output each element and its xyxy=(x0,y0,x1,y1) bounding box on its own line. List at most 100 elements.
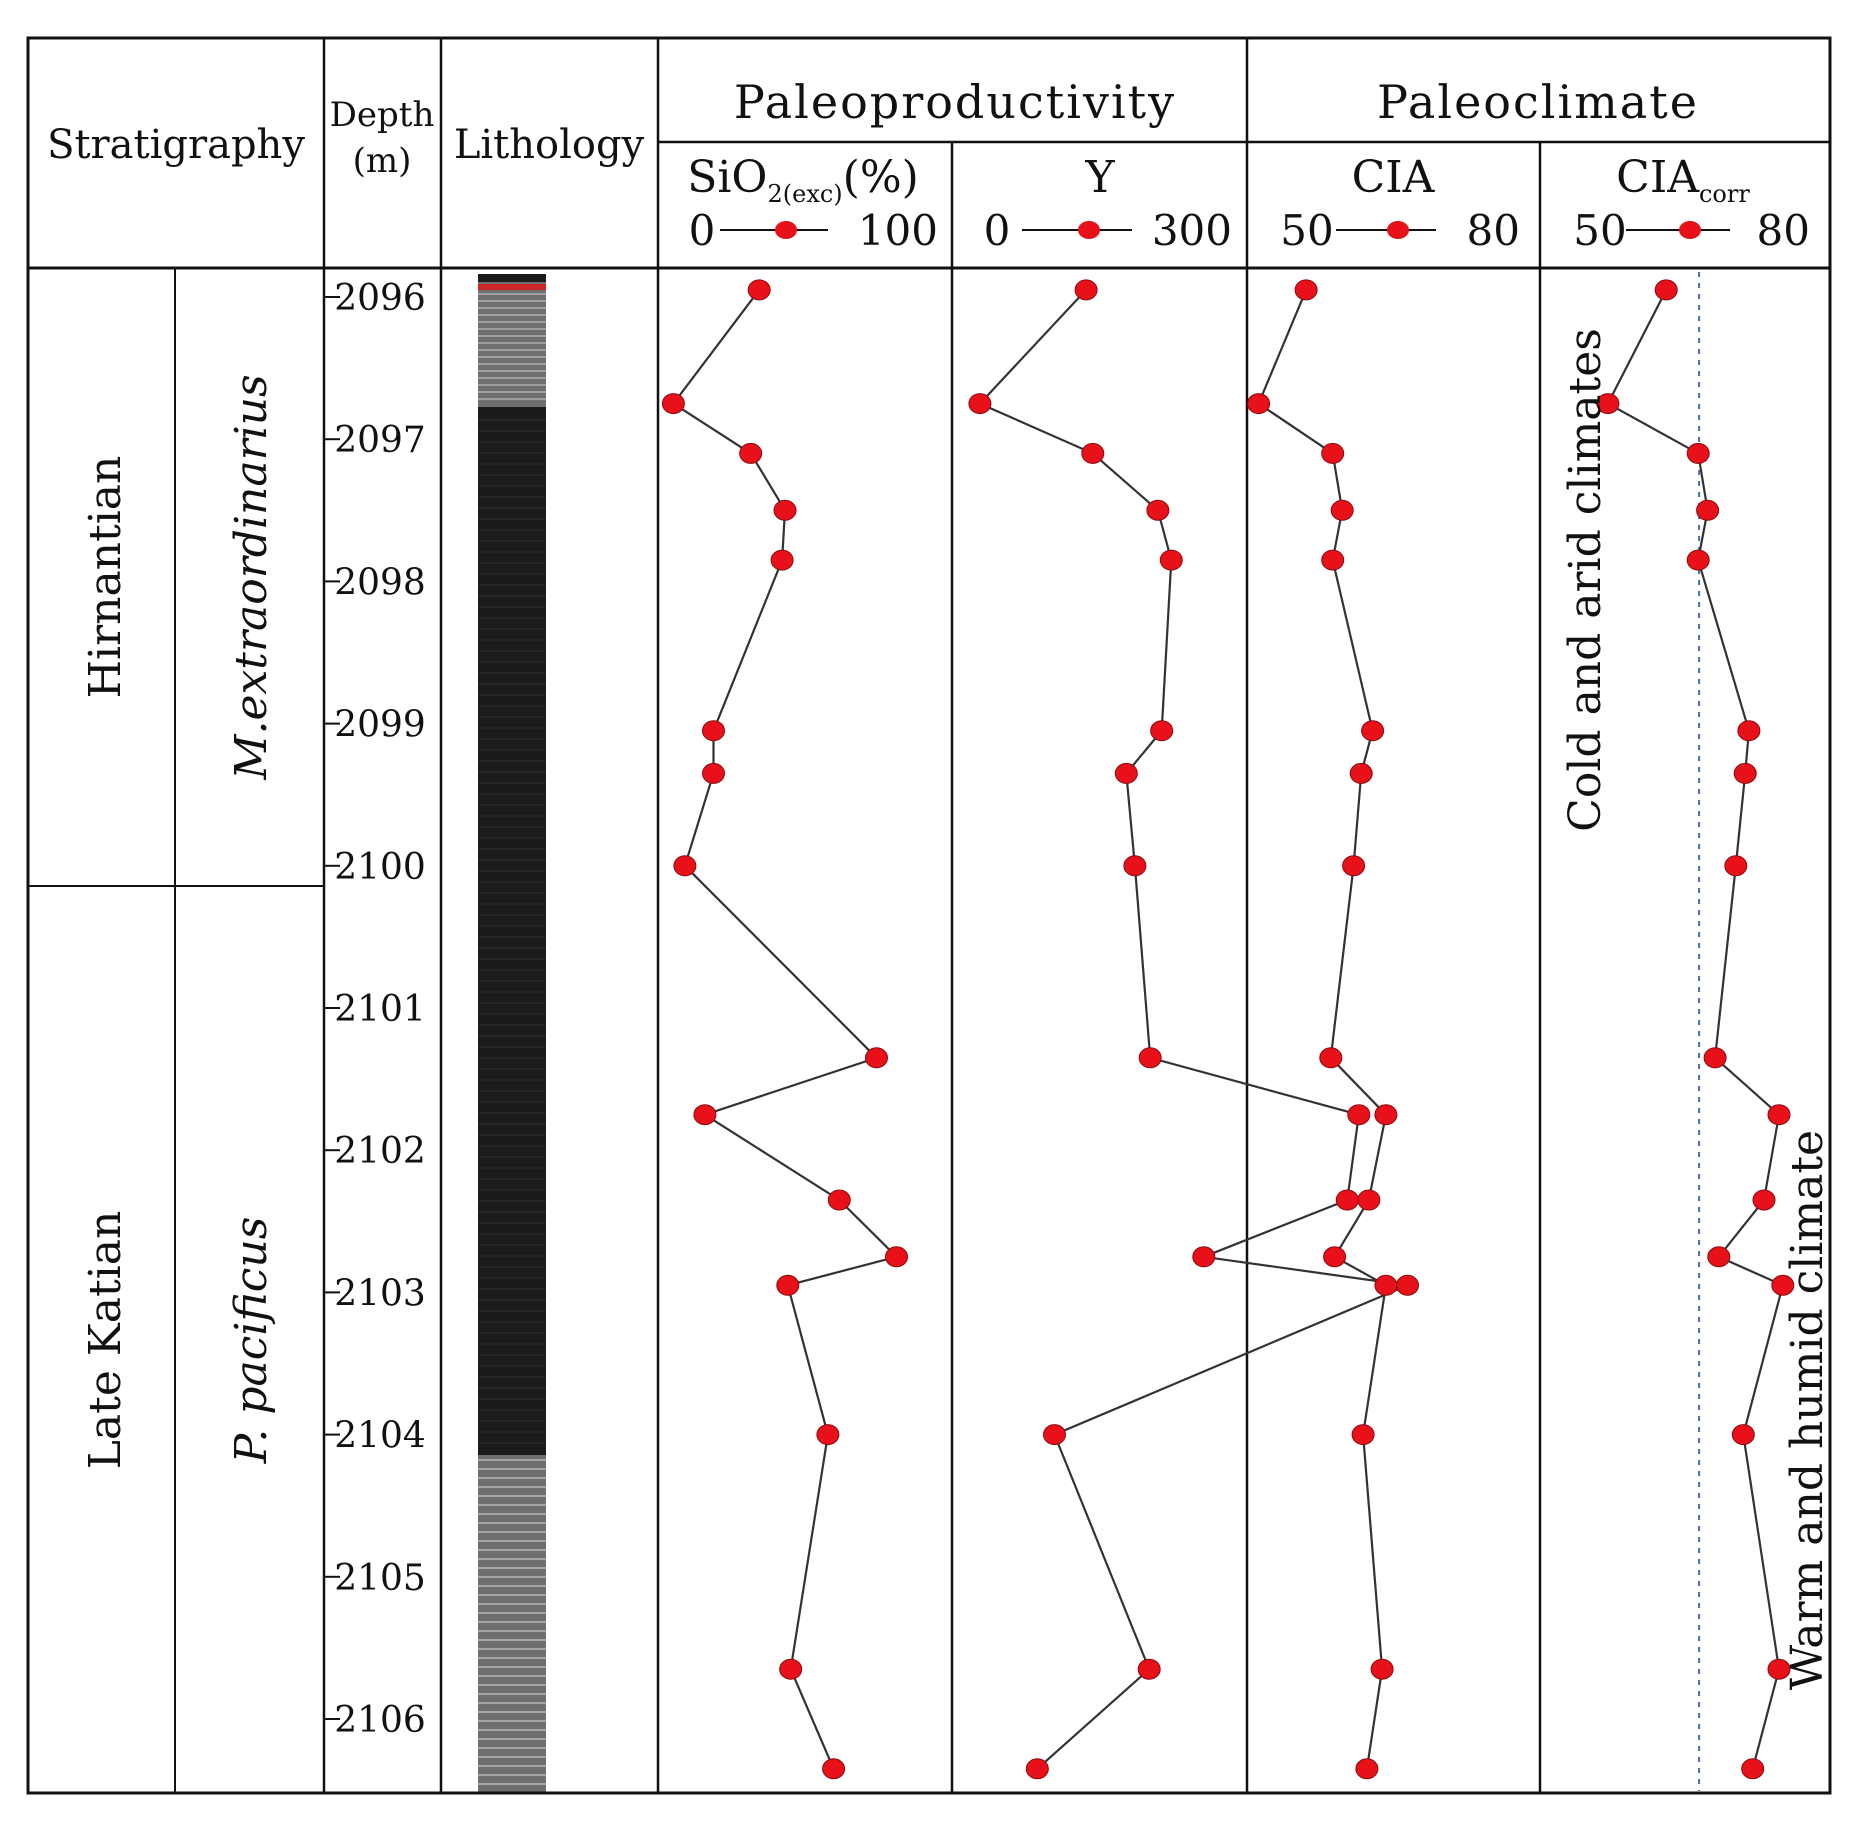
header-paleoclimate: Paleoclimate xyxy=(1377,75,1699,129)
zone-m-extraordinarius: M.extraordinarius xyxy=(226,374,277,780)
series-range-min: 0 xyxy=(984,206,1011,255)
depth-axis: 2096 2097 2098 2099 2100 2101 2102 2103 2104 2105… xyxy=(324,278,426,1741)
data-point-cia xyxy=(1247,393,1271,415)
lithology-top-dark xyxy=(478,274,546,282)
data-point-sio2(exc) xyxy=(885,1246,908,1268)
data-point-ciacorr xyxy=(1752,1189,1776,1211)
data-point-y xyxy=(1114,762,1138,784)
series-layer xyxy=(661,279,1795,1780)
data-point-ciacorr xyxy=(1741,1758,1765,1780)
data-point-sio2(exc) xyxy=(865,1047,888,1069)
data-point-ciacorr xyxy=(1596,393,1620,415)
data-point-ciacorr xyxy=(1654,279,1678,301)
lithology-black-shale xyxy=(478,407,546,1455)
data-point-ciacorr xyxy=(1767,1104,1791,1126)
data-point-sio2(exc) xyxy=(822,1758,846,1780)
data-point-cia xyxy=(1355,1758,1379,1780)
series-range-max: 300 xyxy=(1152,206,1232,255)
data-point-cia xyxy=(1361,720,1385,742)
data-point-y xyxy=(1025,1758,1049,1780)
data-point-cia xyxy=(1370,1658,1394,1680)
data-point-y xyxy=(1192,1246,1216,1268)
series-range-max: 80 xyxy=(1467,206,1520,255)
data-point-sio2(exc) xyxy=(693,1104,717,1126)
depth-tick-label: 2104 xyxy=(334,1416,426,1457)
data-point-cia xyxy=(1321,549,1345,571)
data-point-ciacorr xyxy=(1703,1047,1727,1069)
frame xyxy=(26,36,1832,1795)
data-point-sio2(exc) xyxy=(816,1424,840,1446)
data-point-sio2(exc) xyxy=(770,549,794,571)
depth-tick-label: 2100 xyxy=(334,847,426,888)
data-point-y xyxy=(1159,549,1183,571)
header-depth: Depth xyxy=(330,95,435,135)
lithology-column xyxy=(478,274,546,1793)
lithology-stripes xyxy=(478,293,546,1785)
data-point-cia xyxy=(1357,1189,1381,1211)
stage-hirnantian: Hirnantian xyxy=(80,456,131,699)
lithology-bottom-gray xyxy=(478,1455,546,1793)
series-line-ciacorr xyxy=(1606,289,1785,1770)
depth-tick-label: 2102 xyxy=(334,1131,426,1172)
data-point-sio2(exc) xyxy=(827,1189,851,1211)
data-point-sio2(exc) xyxy=(661,393,685,415)
depth-tick-label: 2105 xyxy=(334,1558,426,1599)
data-point-sio2(exc) xyxy=(702,720,725,742)
stratigraphy-labels: Hirnantian Late Katian M.extraordinarius… xyxy=(80,374,277,1469)
data-point-y xyxy=(1335,1189,1359,1211)
data-point-sio2(exc) xyxy=(702,762,725,784)
legend-marker xyxy=(1387,221,1409,239)
data-point-cia xyxy=(1319,1047,1343,1069)
data-point-ciacorr xyxy=(1733,762,1757,784)
data-point-sio2(exc) xyxy=(739,442,763,464)
data-point-sio2(exc) xyxy=(673,855,697,877)
depth-tick-label: 2097 xyxy=(334,420,426,461)
data-point-cia xyxy=(1330,499,1354,521)
data-point-cia xyxy=(1294,279,1318,301)
stage-late-katian: Late Katian xyxy=(80,1211,131,1470)
series-title-cia: CIA xyxy=(1352,152,1436,203)
series-range-min: 0 xyxy=(689,206,716,255)
data-point-ciacorr xyxy=(1686,442,1710,464)
series-line-sio2(exc) xyxy=(671,289,899,1770)
data-point-y xyxy=(1138,1047,1162,1069)
series-title-ciacorr: CIAcorr xyxy=(1616,152,1750,208)
data-point-cia xyxy=(1349,762,1373,784)
data-point-y xyxy=(1146,499,1170,521)
series-range-min: 50 xyxy=(1573,206,1626,255)
data-point-y xyxy=(968,393,992,415)
header-stratigraphy: Stratigraphy xyxy=(47,122,305,168)
data-point-ciacorr xyxy=(1771,1274,1795,1296)
depth-tick-label: 2101 xyxy=(334,989,426,1030)
series-range-max: 80 xyxy=(1757,206,1810,255)
outer-frame xyxy=(26,36,1832,1795)
data-point-y xyxy=(1074,279,1098,301)
data-point-cia xyxy=(1374,1104,1398,1126)
data-point-y xyxy=(1081,442,1105,464)
lithology-red-layer xyxy=(478,284,546,290)
header-lithology: Lithology xyxy=(454,122,645,168)
data-point-y xyxy=(1396,1274,1419,1296)
data-point-cia xyxy=(1342,855,1366,877)
annotation-warm-humid: Warm and humid climate xyxy=(1782,1130,1833,1690)
data-point-ciacorr xyxy=(1731,1424,1755,1446)
data-point-y xyxy=(1123,855,1147,877)
data-point-sio2(exc) xyxy=(773,499,797,521)
header: Stratigraphy Depth (m) Lithology Paleopr… xyxy=(47,75,1699,181)
depth-tick-label: 2096 xyxy=(334,278,426,319)
data-point-ciacorr xyxy=(1686,549,1710,571)
data-point-ciacorr xyxy=(1724,855,1748,877)
legend-marker xyxy=(1078,221,1100,239)
data-point-cia xyxy=(1351,1424,1375,1446)
data-point-cia xyxy=(1321,442,1345,464)
data-point-sio2(exc) xyxy=(779,1658,803,1680)
data-point-ciacorr xyxy=(1767,1658,1791,1680)
data-point-cia xyxy=(1323,1246,1347,1268)
depth-tick-label: 2099 xyxy=(334,705,426,746)
data-point-cia xyxy=(1374,1274,1398,1296)
climate-annotations: Cold and arid climates Warm and humid cl… xyxy=(1560,328,1833,1690)
zone-p-pacificus: P. pacificus xyxy=(226,1217,277,1465)
series-range-min: 50 xyxy=(1280,206,1333,255)
